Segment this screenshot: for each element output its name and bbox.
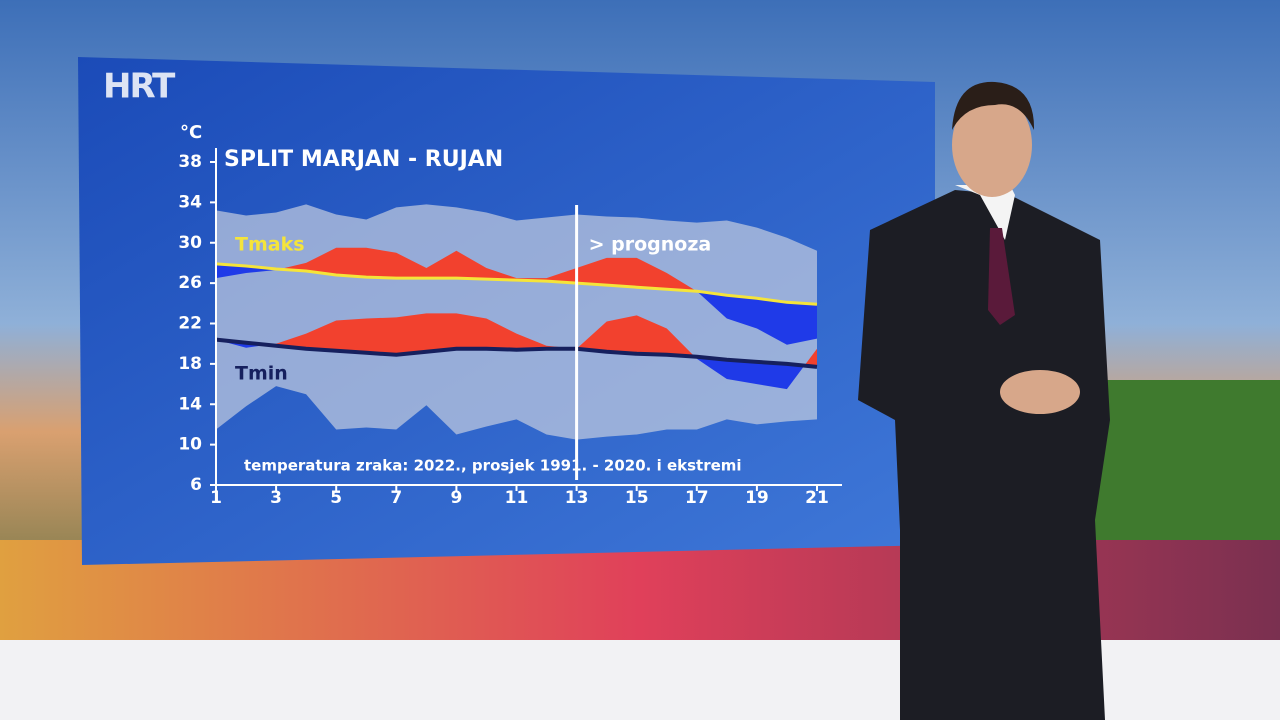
y-tick-label: 14 xyxy=(178,394,202,414)
y-tick-label: 30 xyxy=(178,233,202,253)
x-tick-label: 19 xyxy=(745,488,769,508)
x-tick-label: 3 xyxy=(270,488,282,508)
presenter xyxy=(858,81,1110,720)
anomaly-above xyxy=(216,313,817,367)
x-tick-label: 13 xyxy=(565,488,589,508)
y-tick-label: 10 xyxy=(178,435,202,455)
anomaly-above xyxy=(216,247,817,305)
average-line xyxy=(215,337,818,369)
series-label: Tmaks xyxy=(235,234,305,256)
y-tick-label: 22 xyxy=(178,314,202,334)
logo: HRT xyxy=(103,67,176,107)
x-tick-label: 1 xyxy=(210,488,222,508)
chart-title: SPLIT MARJAN - RUJAN xyxy=(224,147,503,172)
series-label: Tmin xyxy=(235,363,288,385)
x-tick-label: 7 xyxy=(390,488,402,508)
x-tick-label: 17 xyxy=(685,488,709,508)
x-tick-label: 5 xyxy=(330,488,342,508)
x-tick-label: 9 xyxy=(450,488,462,508)
x-tick-label: 21 xyxy=(805,488,829,508)
average-line xyxy=(215,262,818,306)
y-axis-label: °C xyxy=(180,122,202,143)
x-tick-label: 11 xyxy=(505,488,529,508)
chart: °C SPLIT MARJAN - RUJAN Tmaks Tmin > progn… xyxy=(178,122,842,508)
x-tick-label: 15 xyxy=(625,488,649,508)
y-tick-label: 26 xyxy=(178,273,202,293)
y-tick-label: 6 xyxy=(190,475,202,495)
y-tick-label: 34 xyxy=(178,192,202,212)
forecast-label: > prognoza xyxy=(589,234,712,256)
y-tick-label: 18 xyxy=(178,354,202,374)
chart-note: temperatura zraka: 2022., prosjek 1991. … xyxy=(244,457,742,475)
y-tick-label: 38 xyxy=(178,152,202,172)
